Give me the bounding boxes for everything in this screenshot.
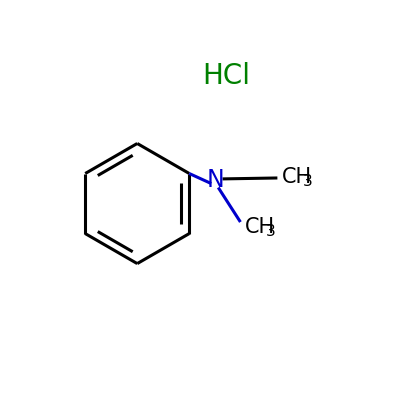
Text: 3: 3	[265, 224, 275, 239]
Text: 3: 3	[302, 174, 312, 189]
Text: N: N	[207, 168, 225, 192]
Text: CH: CH	[281, 167, 312, 187]
Text: HCl: HCl	[202, 62, 250, 90]
Text: CH: CH	[244, 217, 274, 237]
